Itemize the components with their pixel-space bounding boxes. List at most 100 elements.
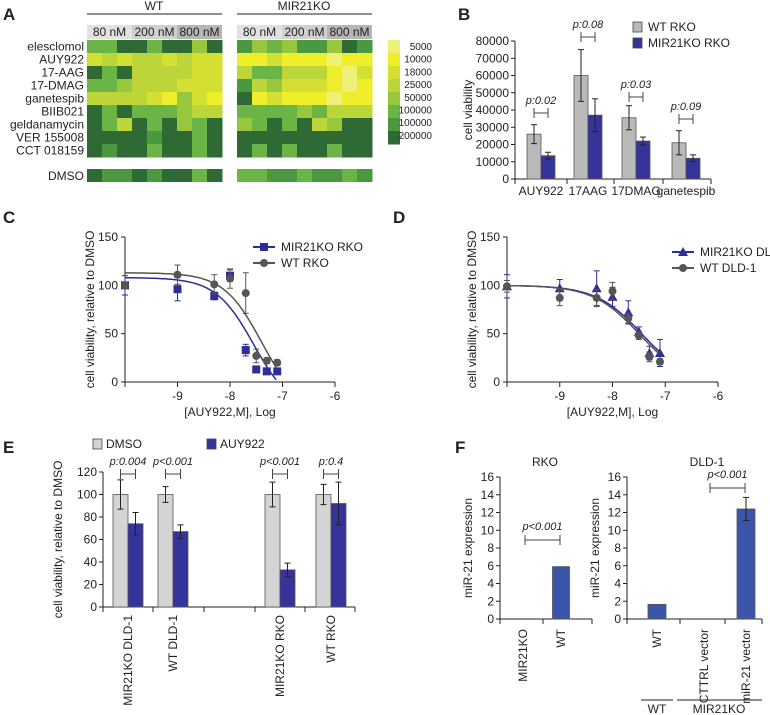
heatmap-dmso-cell <box>312 169 328 182</box>
heatmap-row-label-dmso: DMSO <box>48 169 84 183</box>
heatmap-cell <box>252 53 268 67</box>
heatmap-cell <box>237 118 253 132</box>
data-point-square <box>252 365 261 374</box>
heatmap-cell <box>87 92 103 106</box>
heatmap-cell <box>117 144 133 158</box>
y-tick-label: 60000 <box>476 69 510 83</box>
data-point-circle <box>608 287 617 296</box>
heatmap-cell <box>192 40 208 54</box>
heatmap-dmso-cell <box>192 169 208 182</box>
heatmap-cell <box>342 66 358 80</box>
y-tick-label: 60 <box>84 533 98 547</box>
heatmap-cell <box>342 79 358 93</box>
heatmap-dmso-cell <box>147 169 163 182</box>
bar-dmso <box>157 494 174 608</box>
group-label-wt: WT <box>648 702 667 715</box>
heatmap-cell <box>312 79 328 93</box>
x-tick-label: -9 <box>554 389 565 403</box>
heatmap-cell <box>237 79 253 93</box>
heatmap-cell <box>132 92 148 106</box>
heatmap-cell <box>147 105 163 119</box>
data-point-square <box>173 285 182 294</box>
bar <box>647 603 667 620</box>
panel-label-f: F <box>455 438 465 457</box>
heatmap-cell <box>312 66 328 80</box>
group-title-wt: WT <box>145 0 164 13</box>
heatmap-cell <box>327 53 343 67</box>
heatmap-row-label: 17-AAG <box>41 66 84 80</box>
heatmap-cell <box>327 118 343 132</box>
heatmap-cell <box>207 131 223 145</box>
category-label: 17DMAG <box>611 184 660 198</box>
colorbar-label: 100000 <box>399 106 433 117</box>
data-point-square <box>262 367 271 376</box>
category-label: WT RKO <box>324 615 338 663</box>
data-point-circle <box>226 274 234 283</box>
data-point-circle <box>173 270 182 279</box>
heatmap-cell <box>177 92 193 106</box>
legend-swatch <box>632 37 643 49</box>
heatmap-cell <box>132 105 148 119</box>
heatmap-cell <box>162 105 178 119</box>
legend-label: WT RKO <box>281 256 329 270</box>
heatmap-cell <box>267 105 283 119</box>
heatmap-cell <box>207 40 223 54</box>
p-value-label: p:0.02 <box>525 95 557 107</box>
concentration-header-bg <box>177 25 222 39</box>
p-value-label: p<0.001 <box>152 456 193 468</box>
heatmap-cell <box>132 79 148 93</box>
heatmap-cell <box>102 79 118 93</box>
y-tick-label: 120 <box>77 465 97 479</box>
y-tick-label: 4 <box>487 577 494 591</box>
heatmap-cell <box>162 66 178 80</box>
heatmap-cell <box>177 144 193 158</box>
y-tick-label: 100 <box>98 278 118 292</box>
heatmap-dmso-cell <box>162 169 178 182</box>
y-tick-label: 0 <box>502 172 509 186</box>
legend-label: AUY922 <box>220 437 265 451</box>
heatmap-dmso-cell <box>177 169 193 182</box>
chart-title: RKO <box>532 455 558 469</box>
legend-swatch <box>92 438 103 450</box>
heatmap-cell <box>147 118 163 132</box>
y-tick-label: 2 <box>614 594 621 608</box>
y-tick-label: 20000 <box>476 138 510 152</box>
heatmap-cell <box>147 40 163 54</box>
heatmap-cell <box>162 118 178 132</box>
y-axis-label: cell viability, relative to DMSO <box>465 231 479 389</box>
legend-marker-square <box>260 243 268 251</box>
heatmap-dmso-cell <box>237 169 253 182</box>
heatmap-dmso-cell <box>132 169 148 182</box>
heatmap-cell <box>267 131 283 145</box>
heatmap-cell <box>192 144 208 158</box>
heatmap-cell <box>327 105 343 119</box>
y-tick-label: 100 <box>77 488 97 502</box>
heatmap-cell <box>312 131 328 145</box>
heatmap-cell <box>147 53 163 67</box>
data-point-circle <box>655 357 664 366</box>
category-label: 17AAG <box>569 184 608 198</box>
heatmap-cell <box>327 40 343 54</box>
y-tick-label: 16 <box>608 470 622 484</box>
heatmap-dmso-cell <box>342 169 358 182</box>
heatmap-cell <box>132 144 148 158</box>
heatmap-cell <box>237 144 253 158</box>
data-point-square <box>210 291 219 300</box>
bar-dmso <box>315 494 332 608</box>
heatmap-cell <box>117 40 133 54</box>
concentration-header: 800 nM <box>179 25 219 39</box>
panel-label-a: A <box>3 5 15 24</box>
heatmap-cell <box>192 92 208 106</box>
heatmap-cell <box>102 105 118 119</box>
x-tick-label: -7 <box>660 389 671 403</box>
bar-auy922 <box>172 531 189 608</box>
heatmap-cell <box>252 40 268 54</box>
colorbar-label: 100000 <box>399 118 433 129</box>
heatmap-cell <box>327 79 343 93</box>
heatmap-cell <box>282 118 298 132</box>
heatmap-cell <box>267 40 283 54</box>
heatmap-cell <box>312 40 328 54</box>
heatmap-cell <box>342 105 358 119</box>
data-point-circle <box>121 281 129 290</box>
